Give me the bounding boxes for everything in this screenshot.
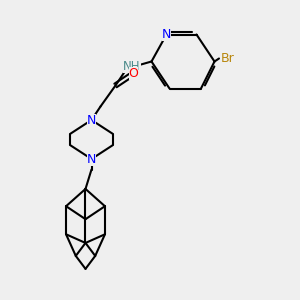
Text: Br: Br xyxy=(221,52,235,65)
Text: N: N xyxy=(87,113,96,127)
Text: N: N xyxy=(162,28,171,41)
Text: O: O xyxy=(129,67,138,80)
Text: NH: NH xyxy=(123,59,141,73)
Text: N: N xyxy=(87,152,96,166)
